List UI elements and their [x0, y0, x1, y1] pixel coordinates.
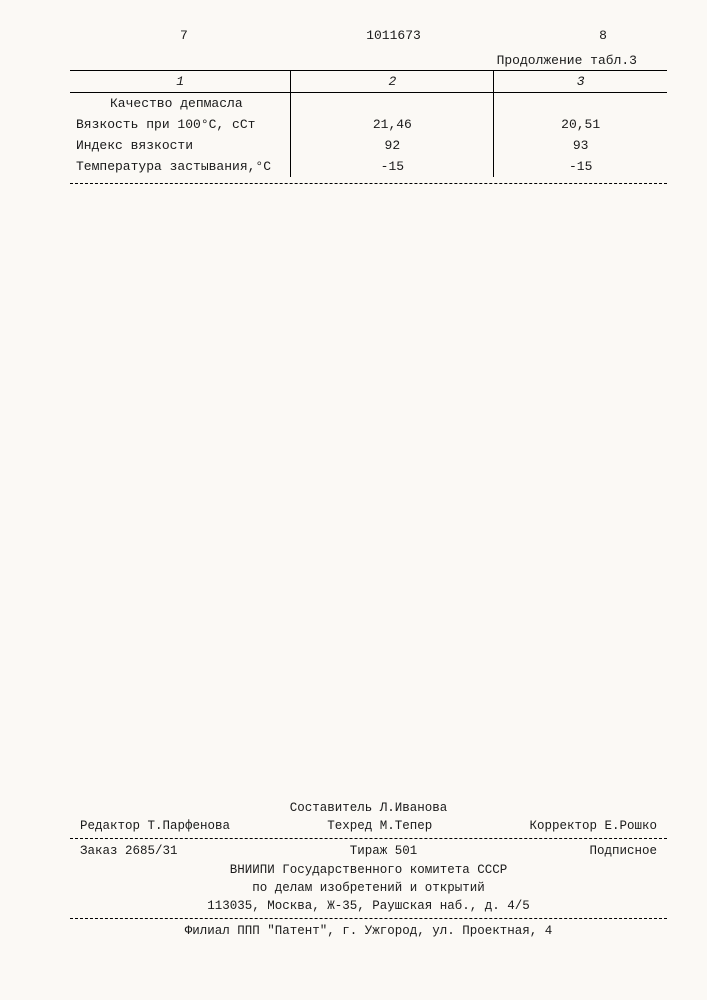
table-row: Температура застывания,°С -15 -15 [70, 156, 667, 177]
org-line-2: по делам изобретений и открытий [70, 879, 667, 897]
address-line: 113035, Москва, Ж-35, Раушская наб., д. … [70, 897, 667, 915]
table-header-row: 1 2 3 [70, 71, 667, 93]
table-row: Вязкость при 100°С, сСт 21,46 20,51 [70, 114, 667, 135]
section-label: Качество депмасла [70, 93, 291, 115]
col-header-3: 3 [494, 71, 667, 93]
row-label: Температура застывания,°С [70, 156, 291, 177]
col-header-1: 1 [70, 71, 291, 93]
compiler-line: Составитель Л.Иванова [70, 799, 667, 817]
row-label: Вязкость при 100°С, сСт [70, 114, 291, 135]
table-bottom-rule [70, 183, 667, 184]
page-number-left: 7 [180, 28, 188, 43]
table-row: Индекс вязкости 92 93 [70, 135, 667, 156]
tirazh-value: Тираж 501 [350, 842, 418, 860]
order-row: Заказ 2685/31 Тираж 501 Подписное [70, 842, 667, 860]
org-line-1: ВНИИПИ Государственного комитета СССР [70, 861, 667, 879]
row-value-2: 92 [291, 135, 494, 156]
row-value-2: 21,46 [291, 114, 494, 135]
data-table: 1 2 3 Качество депмасла Вязкость при 100… [70, 71, 667, 177]
document-page: 7 1011673 8 Продолжение табл.3 1 2 3 Кач… [0, 0, 707, 1000]
order-number: Заказ 2685/31 [80, 842, 178, 860]
row-value-3: 93 [494, 135, 667, 156]
divider [70, 918, 667, 919]
corrector-credit: Корректор Е.Рошко [529, 817, 657, 835]
table-continuation-label: Продолжение табл.3 [70, 53, 667, 68]
document-number: 1011673 [366, 28, 421, 43]
row-value-2: -15 [291, 156, 494, 177]
table-section-row: Качество депмасла [70, 93, 667, 115]
col-header-2: 2 [291, 71, 494, 93]
row-value-3: 20,51 [494, 114, 667, 135]
podpisnoe-label: Подписное [589, 842, 657, 860]
branch-line: Филиал ППП "Патент", г. Ужгород, ул. Про… [70, 922, 667, 940]
row-value-3: -15 [494, 156, 667, 177]
imprint-block: Составитель Л.Иванова Редактор Т.Парфено… [70, 799, 667, 940]
page-header: 7 1011673 8 [70, 28, 667, 43]
credits-row: Редактор Т.Парфенова Техред М.Тепер Корр… [70, 817, 667, 835]
editor-credit: Редактор Т.Парфенова [80, 817, 230, 835]
page-number-right: 8 [599, 28, 607, 43]
tech-credit: Техред М.Тепер [327, 817, 432, 835]
divider [70, 838, 667, 839]
row-label: Индекс вязкости [70, 135, 291, 156]
